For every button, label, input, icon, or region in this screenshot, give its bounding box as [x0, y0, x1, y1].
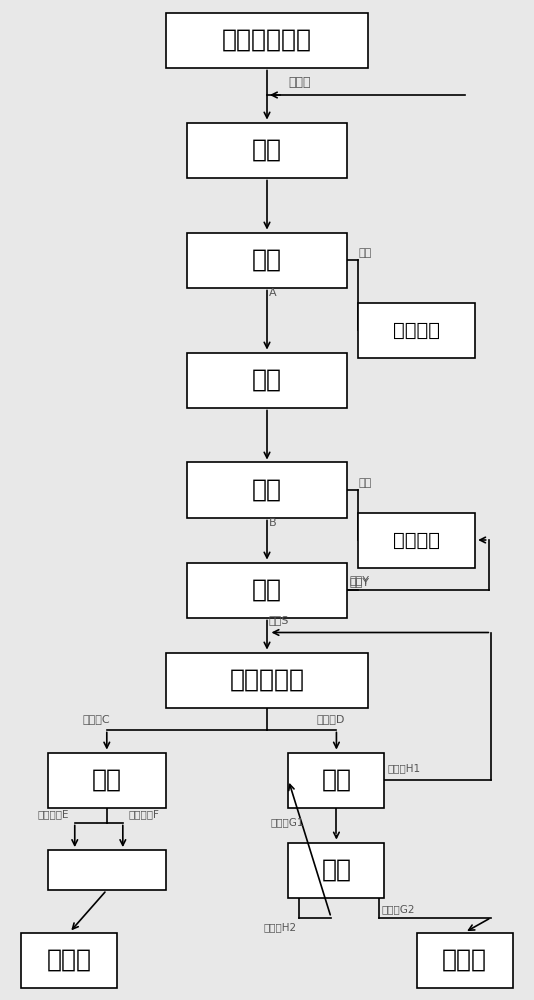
Text: 钛精矿: 钛精矿 — [442, 948, 487, 972]
FancyBboxPatch shape — [21, 932, 117, 988]
Text: 粗浮精C: 粗浮精C — [82, 714, 110, 724]
Text: 酸洗: 酸洗 — [252, 368, 282, 392]
Text: 钒钛磁铁精矿: 钒钛磁铁精矿 — [222, 28, 312, 52]
FancyBboxPatch shape — [417, 932, 513, 988]
FancyBboxPatch shape — [187, 462, 347, 518]
Text: 一扫精H1: 一扫精H1 — [387, 763, 420, 773]
Text: 脱泥: 脱泥 — [252, 578, 282, 602]
Text: 二扫: 二扫 — [321, 858, 351, 882]
FancyBboxPatch shape — [288, 842, 384, 898]
FancyBboxPatch shape — [358, 302, 475, 358]
Text: 回收利用: 回收利用 — [393, 530, 440, 550]
FancyBboxPatch shape — [187, 232, 347, 288]
Text: 滤液: 滤液 — [359, 248, 372, 258]
Text: 粗浮尾D: 粗浮尾D — [317, 714, 345, 724]
Text: 过滤: 过滤 — [252, 478, 282, 502]
FancyBboxPatch shape — [166, 12, 368, 68]
FancyBboxPatch shape — [48, 753, 166, 808]
Text: 反浮选粗选: 反浮选粗选 — [230, 668, 304, 692]
FancyBboxPatch shape — [166, 653, 368, 708]
Text: A: A — [269, 288, 276, 298]
FancyBboxPatch shape — [288, 753, 384, 808]
Text: 精选精矿E: 精选精矿E — [38, 810, 69, 820]
Text: 溢流Y: 溢流Y — [350, 577, 370, 587]
Text: 碱浸: 碱浸 — [252, 138, 282, 162]
Text: 一扫: 一扫 — [321, 768, 351, 792]
Text: 二扫尾G2: 二扫尾G2 — [382, 904, 415, 914]
Text: 精选: 精选 — [92, 768, 122, 792]
FancyBboxPatch shape — [187, 353, 347, 408]
FancyBboxPatch shape — [187, 562, 347, 617]
Text: 氧化剂: 氧化剂 — [288, 76, 311, 89]
Text: 过滤: 过滤 — [252, 248, 282, 272]
Text: 一扫尾G1: 一扫尾G1 — [271, 818, 304, 828]
Text: 滤液: 滤液 — [359, 478, 372, 488]
FancyBboxPatch shape — [48, 850, 166, 890]
FancyBboxPatch shape — [358, 513, 475, 568]
Text: 二扫精H2: 二扫精H2 — [263, 922, 296, 932]
Text: 沉砂S: 沉砂S — [269, 615, 289, 626]
Text: B: B — [269, 518, 276, 528]
Text: 溢流Y: 溢流Y — [350, 575, 370, 585]
Text: 回收利用: 回收利用 — [393, 320, 440, 340]
Text: 精选尾矿F: 精选尾矿F — [128, 810, 159, 820]
Text: 铁精矿: 铁精矿 — [47, 948, 92, 972]
FancyBboxPatch shape — [187, 122, 347, 178]
